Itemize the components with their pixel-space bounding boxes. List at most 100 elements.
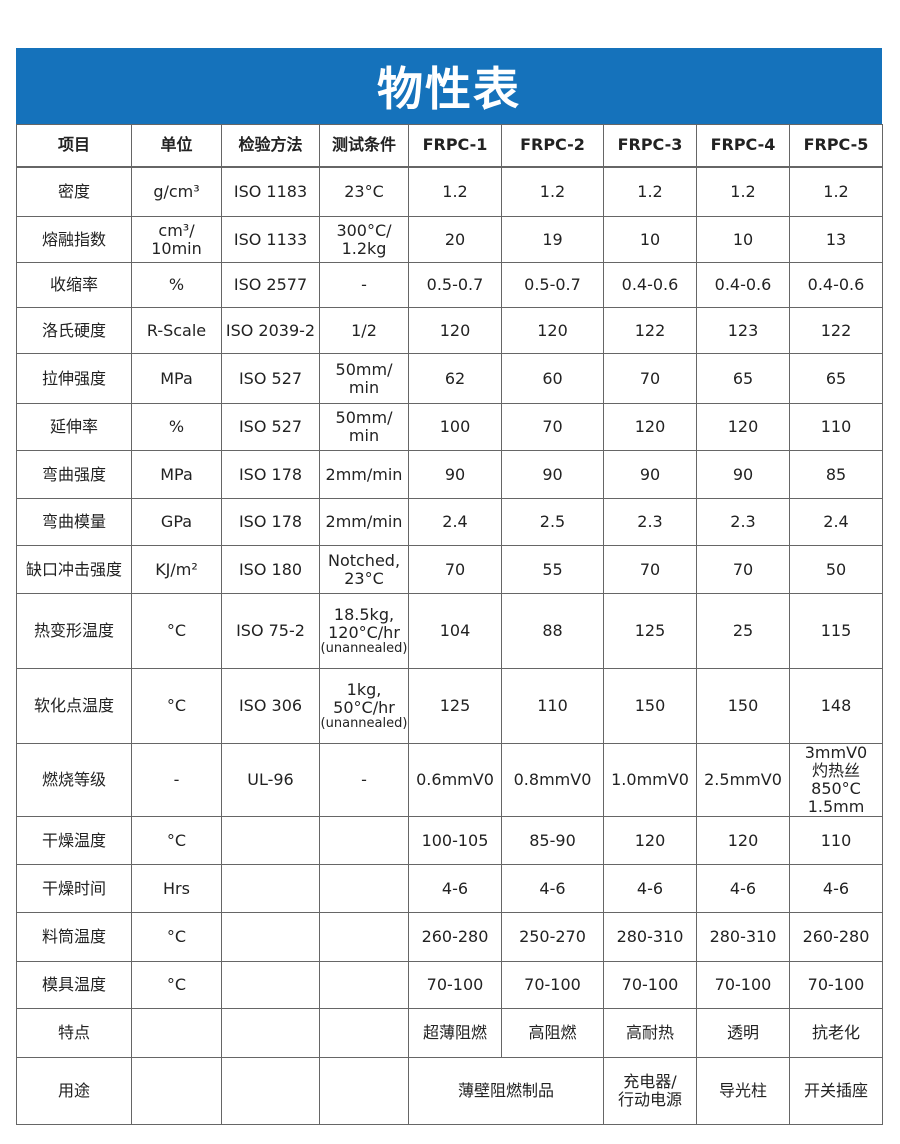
table-cell: 280-310 [603, 912, 697, 962]
table-cell: ISO 178 [221, 450, 320, 499]
table-cell: 4-6 [501, 864, 604, 913]
column-header: 测试条件 [319, 124, 409, 167]
table-row: 干燥时间 Hrs 4-6 4-6 4-6 4-6 4-6 [16, 864, 883, 913]
table-cell [221, 1008, 320, 1058]
table-cell: 110 [789, 816, 883, 865]
table-cell: 90 [501, 450, 604, 499]
table-cell: 4-6 [408, 864, 502, 913]
table-cell: 260-280 [789, 912, 883, 962]
row-label: 用途 [16, 1057, 132, 1125]
table-cell: °C [131, 816, 222, 865]
table-cell [319, 864, 409, 913]
table-cell: 120 [696, 816, 790, 865]
table-cell [319, 1008, 409, 1058]
row-label: 料筒温度 [16, 912, 132, 962]
table-cell: 100 [408, 403, 502, 451]
table-cell: R-Scale [131, 307, 222, 354]
table-cell: 4-6 [789, 864, 883, 913]
row-label: 特点 [16, 1008, 132, 1058]
column-header: FRPC-1 [408, 124, 502, 167]
table-cell: 65 [696, 353, 790, 404]
table-cell: ISO 2577 [221, 262, 320, 308]
row-label: 模具温度 [16, 961, 132, 1009]
table-row: 特点 超薄阻燃 高阻燃 高耐热 透明 抗老化 [16, 1008, 883, 1058]
table-cell: ISO 306 [221, 668, 320, 744]
table-cell: 超薄阻燃 [408, 1008, 502, 1058]
table-row: 弯曲模量 GPa ISO 178 2mm/min 2.4 2.5 2.3 2.3 2.4 [16, 498, 883, 546]
column-header: 检验方法 [221, 124, 320, 167]
table-cell: Hrs [131, 864, 222, 913]
table-cell: MPa [131, 450, 222, 499]
table-cell: 2mm/min [319, 498, 409, 546]
table-cell: 导光柱 [696, 1057, 790, 1125]
row-label: 拉伸强度 [16, 353, 132, 404]
table-row: 软化点温度 °C ISO 306 1kg, 50°C/hr (unannealed) 125… [16, 668, 883, 744]
table-cell: 0.5-0.7 [408, 262, 502, 308]
table-cell: ISO 178 [221, 498, 320, 546]
table-cell: 70 [603, 545, 697, 594]
table-cell [221, 816, 320, 865]
table-cell: 70 [603, 353, 697, 404]
table-cell: g/cm³ [131, 166, 222, 217]
table-cell: ISO 75-2 [221, 593, 320, 669]
page-title: 物性表 [16, 48, 882, 124]
table-cell: 50 [789, 545, 883, 594]
table-row: 洛氏硬度 R-Scale ISO 2039-2 1/2 120 120 122 123 122 [16, 307, 883, 354]
table-cell: 123 [696, 307, 790, 354]
table-cell: 110 [501, 668, 604, 744]
table-cell: 90 [408, 450, 502, 499]
table-cell: 25 [696, 593, 790, 669]
table-cell: ISO 1133 [221, 216, 320, 263]
table-cell: 1.2 [501, 166, 604, 217]
table-cell: 70 [696, 545, 790, 594]
table-cell: 0.8mmV0 [501, 743, 604, 817]
table-cell: ISO 527 [221, 403, 320, 451]
table-cell: 0.4-0.6 [696, 262, 790, 308]
table-cell [221, 961, 320, 1009]
table-cell: °C [131, 668, 222, 744]
properties-table: 项目 单位 检验方法 测试条件 FRPC-1 FRPC-2 FRPC-3 FRPC-4 FRPC… [16, 124, 883, 1125]
cell-line: 1kg, [346, 680, 382, 699]
column-header: 单位 [131, 124, 222, 167]
row-label: 软化点温度 [16, 668, 132, 744]
table-cell: ISO 180 [221, 545, 320, 594]
column-header: FRPC-4 [696, 124, 790, 167]
table-cell: 122 [789, 307, 883, 354]
table-cell: - [319, 743, 409, 817]
table-cell: 1.2 [408, 166, 502, 217]
table-cell: 20 [408, 216, 502, 263]
table-cell: 50mm/ min [319, 353, 409, 404]
table-cell: 62 [408, 353, 502, 404]
table-cell: 1/2 [319, 307, 409, 354]
table-cell: 0.4-0.6 [789, 262, 883, 308]
table-cell: 2.4 [408, 498, 502, 546]
table-cell: 122 [603, 307, 697, 354]
table-row: 料筒温度 °C 260-280 250-270 280-310 280-310 260-28… [16, 912, 883, 962]
table-cell: 60 [501, 353, 604, 404]
table-cell [131, 1008, 222, 1058]
table-cell: 2.3 [696, 498, 790, 546]
table-cell: 88 [501, 593, 604, 669]
table-cell: - [131, 743, 222, 817]
table-cell: 100-105 [408, 816, 502, 865]
table-cell: - [319, 262, 409, 308]
table-cell: 260-280 [408, 912, 502, 962]
column-header: FRPC-5 [789, 124, 883, 167]
table-cell: 104 [408, 593, 502, 669]
cell-line: 120°C/hr [328, 623, 400, 642]
table-cell: 110 [789, 403, 883, 451]
table-row: 燃烧等级 - UL-96-0.6mmV0 0.8mmV0 1.0mmV0 2.5mmV0 3… [16, 743, 883, 817]
table-cell: 65 [789, 353, 883, 404]
table-cell: 2.4 [789, 498, 883, 546]
table-cell: 120 [408, 307, 502, 354]
table-cell: 10 [696, 216, 790, 263]
table-cell: MPa [131, 353, 222, 404]
table-cell: 10 [603, 216, 697, 263]
table-cell: 薄壁阻燃制品 [408, 1057, 604, 1125]
table-cell: ISO 2039-2 [221, 307, 320, 354]
table-cell: 1.0mmV0 [603, 743, 697, 817]
column-header: FRPC-3 [603, 124, 697, 167]
table-cell: 55 [501, 545, 604, 594]
table-cell: °C [131, 912, 222, 962]
table-cell: 90 [696, 450, 790, 499]
